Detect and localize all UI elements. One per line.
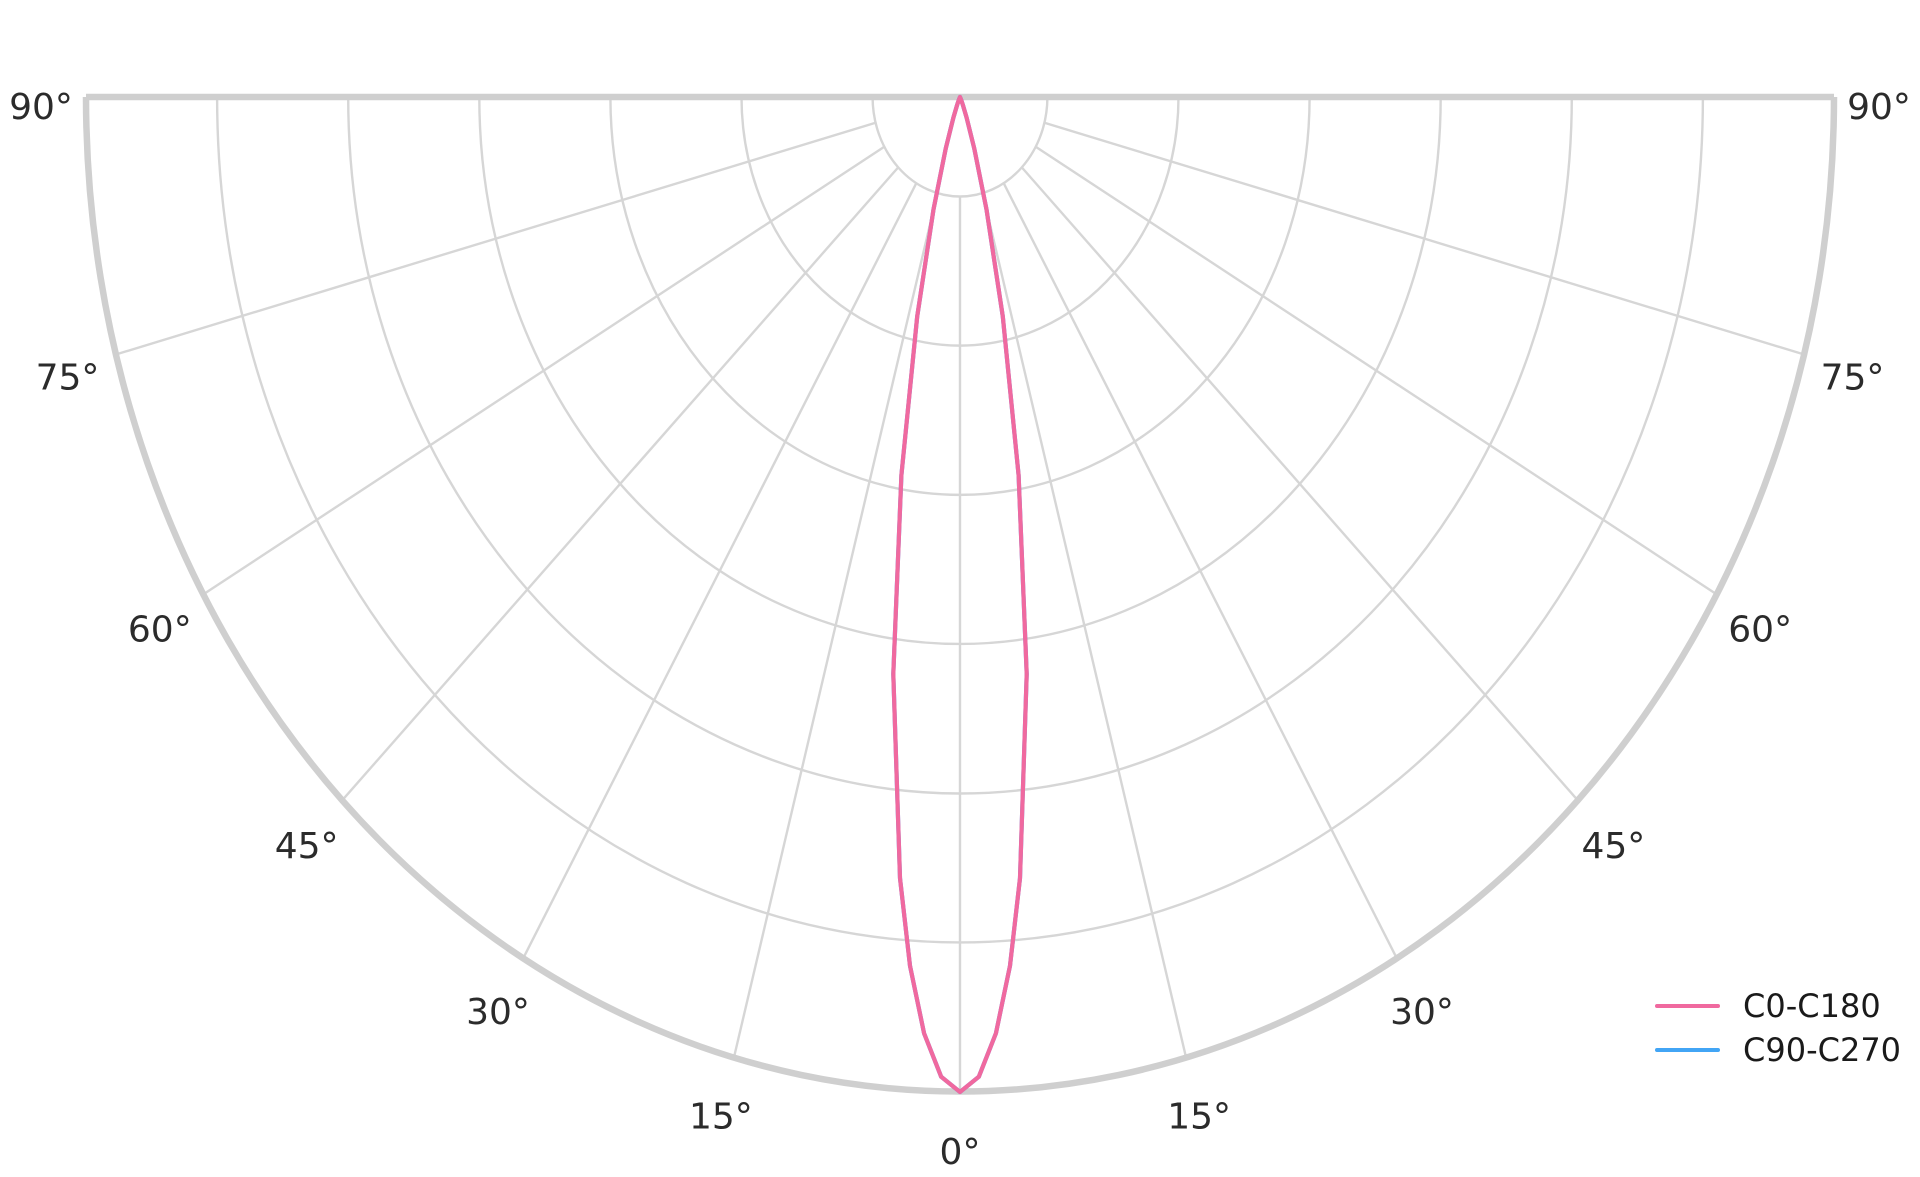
- angle-tick-label: 0°: [940, 1132, 981, 1173]
- angle-tick-label: 75°: [1821, 358, 1885, 399]
- curve-c0-c180: [891, 94, 1029, 1095]
- legend-label-c90-c270: C90-C270: [1743, 1031, 1902, 1069]
- angle-labels: 0° 15° 15° 30° 30° 45° 45° 60° 60° 75° 75° 90° 90°: [9, 87, 1911, 1173]
- angle-tick-label: 90°: [9, 87, 73, 128]
- angle-ray: [981, 192, 1188, 1059]
- intensity-curves: [891, 94, 1029, 1095]
- angle-tick-label: 30°: [466, 992, 530, 1033]
- angle-ray: [732, 192, 939, 1059]
- angle-ray: [115, 121, 876, 356]
- legend-line-c0-c180: [1655, 1004, 1720, 1008]
- chart-legend: C0-C180 C90-C270: [1655, 984, 1901, 1072]
- angle-ray: [1002, 182, 1399, 960]
- angle-tick-label: 15°: [689, 1096, 753, 1137]
- angle-tick-label: 75°: [36, 358, 100, 399]
- angle-ray: [1035, 145, 1718, 596]
- radial-gridline: [871, 96, 1049, 198]
- angle-ray: [1020, 166, 1579, 802]
- angle-tick-label: 45°: [275, 826, 339, 867]
- legend-label-c0-c180: C0-C180: [1743, 987, 1881, 1025]
- angle-tick-label: 45°: [1581, 826, 1645, 867]
- legend-item-c90-c270: C90-C270: [1655, 1028, 1901, 1072]
- angle-ray: [202, 145, 885, 596]
- polar-grid: [115, 96, 1805, 1092]
- angle-ray: [521, 182, 918, 960]
- angle-tick-label: 90°: [1847, 87, 1911, 128]
- angle-tick-label: 60°: [1728, 610, 1792, 651]
- angle-tick-label: 30°: [1390, 992, 1454, 1033]
- angle-ray: [341, 166, 900, 802]
- angle-tick-label: 60°: [128, 610, 192, 651]
- angle-ray: [1044, 121, 1805, 356]
- legend-item-c0-c180: C0-C180: [1655, 984, 1901, 1028]
- legend-line-c90-c270: [1655, 1048, 1720, 1052]
- angle-tick-label: 15°: [1167, 1096, 1231, 1137]
